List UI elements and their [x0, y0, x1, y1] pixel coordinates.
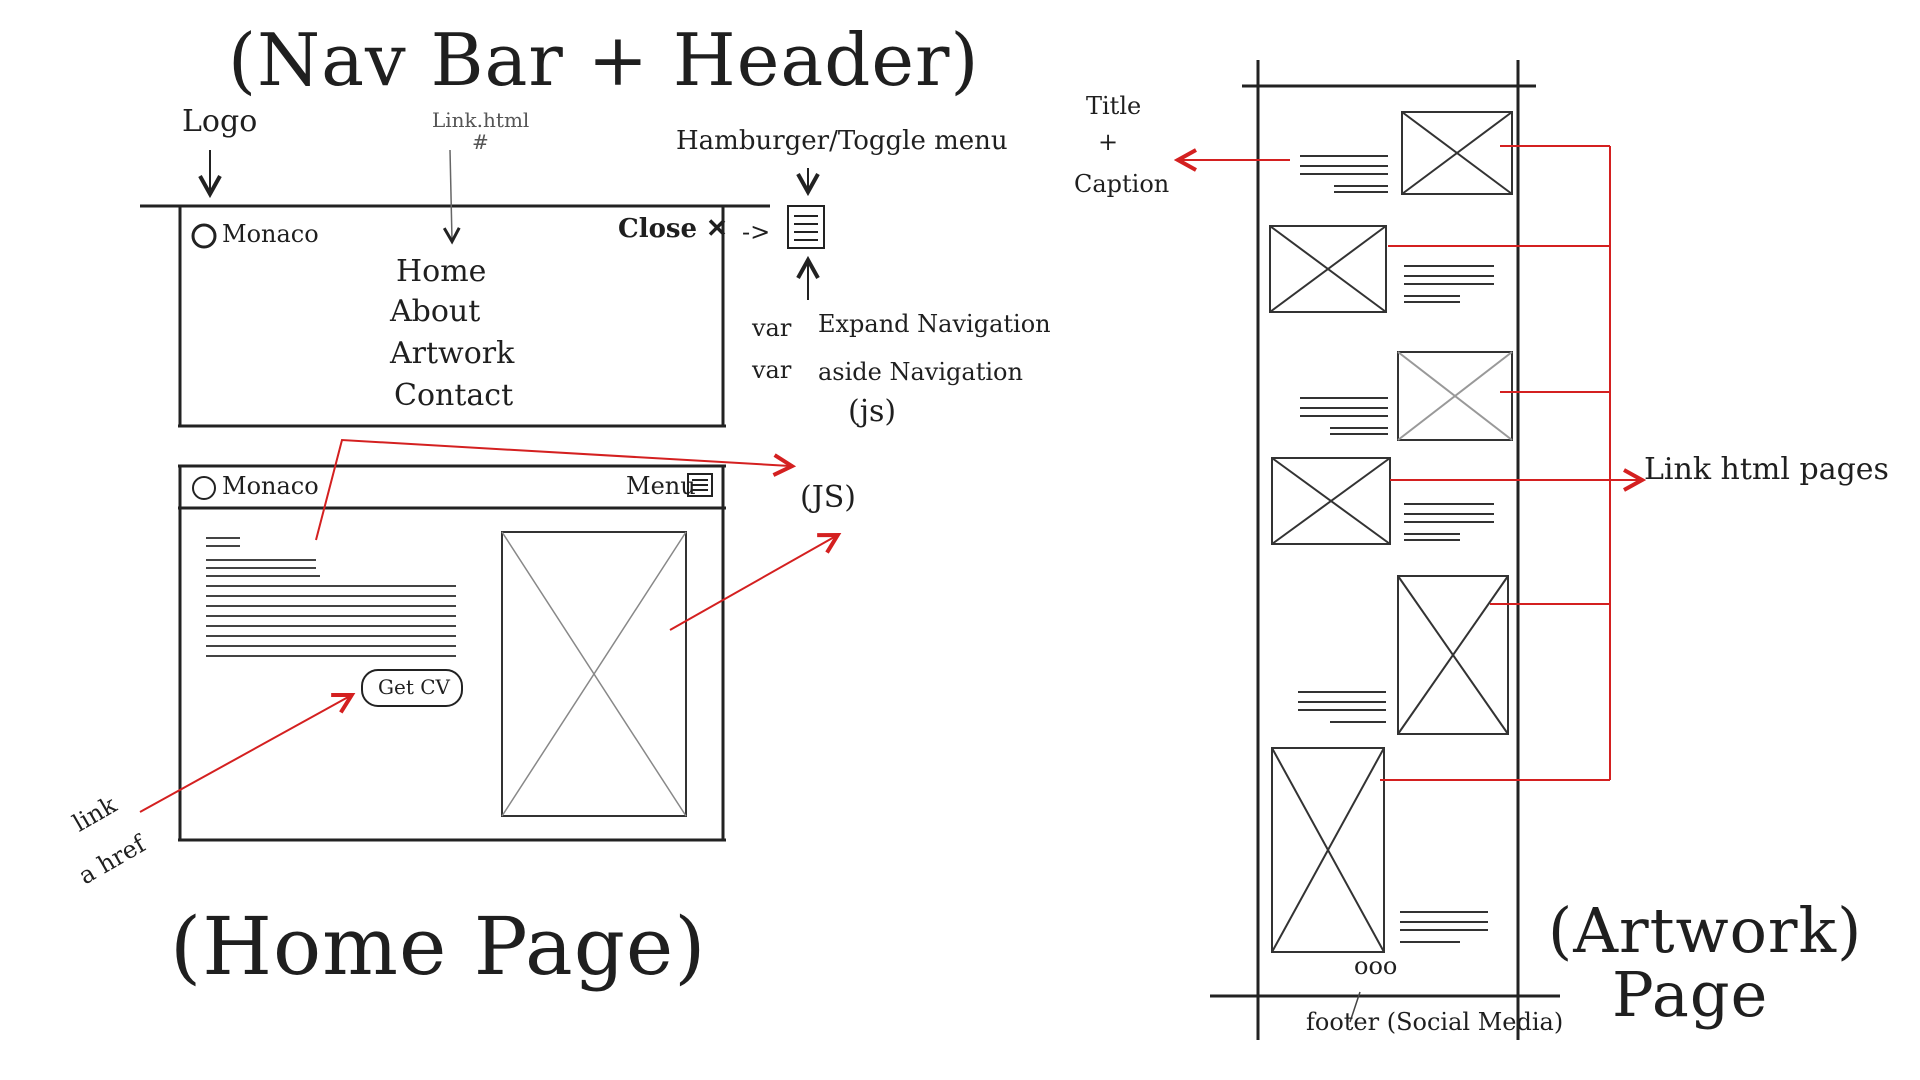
home-logo-circle	[192, 476, 216, 500]
artwork-thumb-6	[1271, 747, 1385, 953]
artwork-thumb-4	[1271, 457, 1391, 545]
nav-mockup-frame	[140, 204, 770, 428]
expand-navigation-label: Expand Navigation	[818, 310, 1051, 338]
footer-annotation: footer (Social Media)	[1306, 1008, 1564, 1036]
hamburger-icon	[787, 205, 825, 249]
nav-logo-circle	[191, 223, 217, 249]
js-label-1: (js)	[848, 394, 897, 429]
logo-annotation: Logo	[182, 104, 258, 139]
nav-link-contact[interactable]: Contact	[394, 378, 514, 413]
title-plus: +	[1098, 128, 1119, 156]
nav-header-heading: (Nav Bar + Header)	[228, 18, 980, 102]
nav-link-artwork[interactable]: Artwork	[390, 336, 515, 371]
hero-image-placeholder	[501, 531, 687, 817]
get-cv-button[interactable]: Get CV	[378, 675, 450, 699]
menu-icon	[687, 473, 713, 497]
var-label-2: var	[752, 356, 792, 384]
nav-brand: Monaco	[222, 220, 319, 248]
hero-text-placeholder	[206, 537, 456, 657]
link-pages-annotation: Link html pages	[1644, 452, 1889, 487]
menu-toggle[interactable]: Menu	[626, 472, 696, 500]
title-annotation: Title	[1086, 92, 1142, 120]
artwork-thumb-3	[1397, 351, 1513, 441]
aside-navigation-label: aside Navigation	[818, 358, 1023, 386]
close-button[interactable]: Close ✕	[618, 214, 728, 244]
artwork-page-heading-line2: Page	[1612, 958, 1769, 1031]
hash-annotation: #	[472, 130, 489, 154]
get-cv-button-shape	[361, 669, 463, 707]
artwork-thumb-2	[1269, 225, 1387, 313]
nav-link-home[interactable]: Home	[396, 254, 487, 289]
hamburger-annotation: Hamburger/Toggle menu	[676, 126, 1008, 156]
link-html-annotation: Link.html	[432, 108, 530, 132]
var-label-1: var	[752, 314, 792, 342]
home-page-heading: (Home Page)	[170, 900, 707, 993]
js-label-2: (JS)	[800, 480, 856, 515]
home-brand: Monaco	[222, 472, 319, 500]
nav-link-about[interactable]: About	[390, 294, 481, 329]
artwork-thumb-1	[1401, 111, 1513, 195]
artwork-page-heading-line1: (Artwork)	[1548, 894, 1863, 967]
toggle-arrow: ->	[742, 218, 771, 246]
caption-annotation: Caption	[1074, 170, 1170, 198]
footer-social-icons: ooo	[1354, 952, 1398, 980]
home-mockup-frame	[178, 464, 726, 842]
artwork-thumb-5	[1397, 575, 1509, 735]
artwork-page-frame	[1210, 60, 1560, 1040]
